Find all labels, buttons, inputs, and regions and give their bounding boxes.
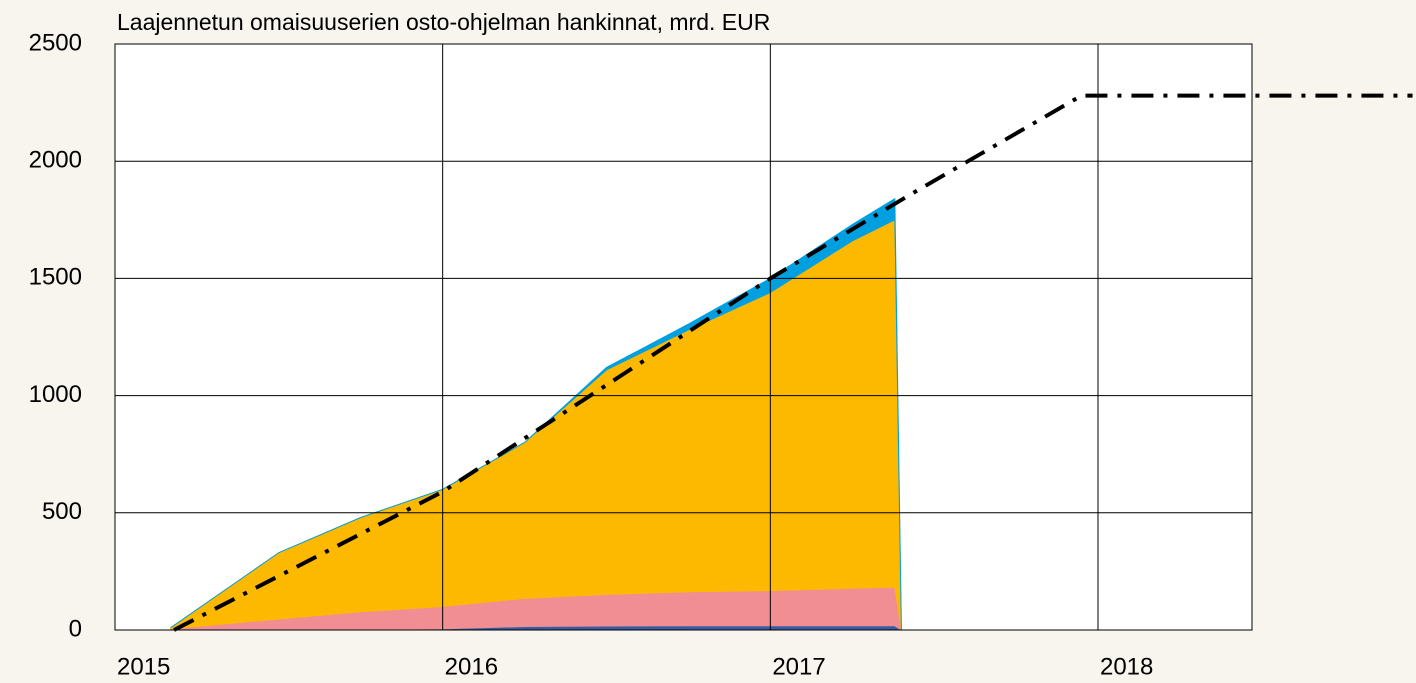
y-tick-label: 1000 — [29, 381, 82, 408]
x-tick-label: 2016 — [445, 653, 498, 680]
y-tick-label: 2000 — [29, 147, 82, 174]
plot-frame — [114, 43, 1253, 631]
x-tick-label: 2017 — [772, 653, 825, 680]
chart-title: Laajennetun omaisuuserien osto-ohjelman … — [117, 9, 770, 35]
y-tick-label: 0 — [69, 615, 82, 642]
x-tick-label: 2015 — [117, 653, 170, 680]
y-tick-label: 1500 — [29, 264, 82, 291]
x-tick-label: 2018 — [1100, 653, 1153, 680]
y-tick-label: 2500 — [29, 29, 82, 56]
y-tick-label: 500 — [42, 498, 82, 525]
line — [173, 93, 1413, 632]
